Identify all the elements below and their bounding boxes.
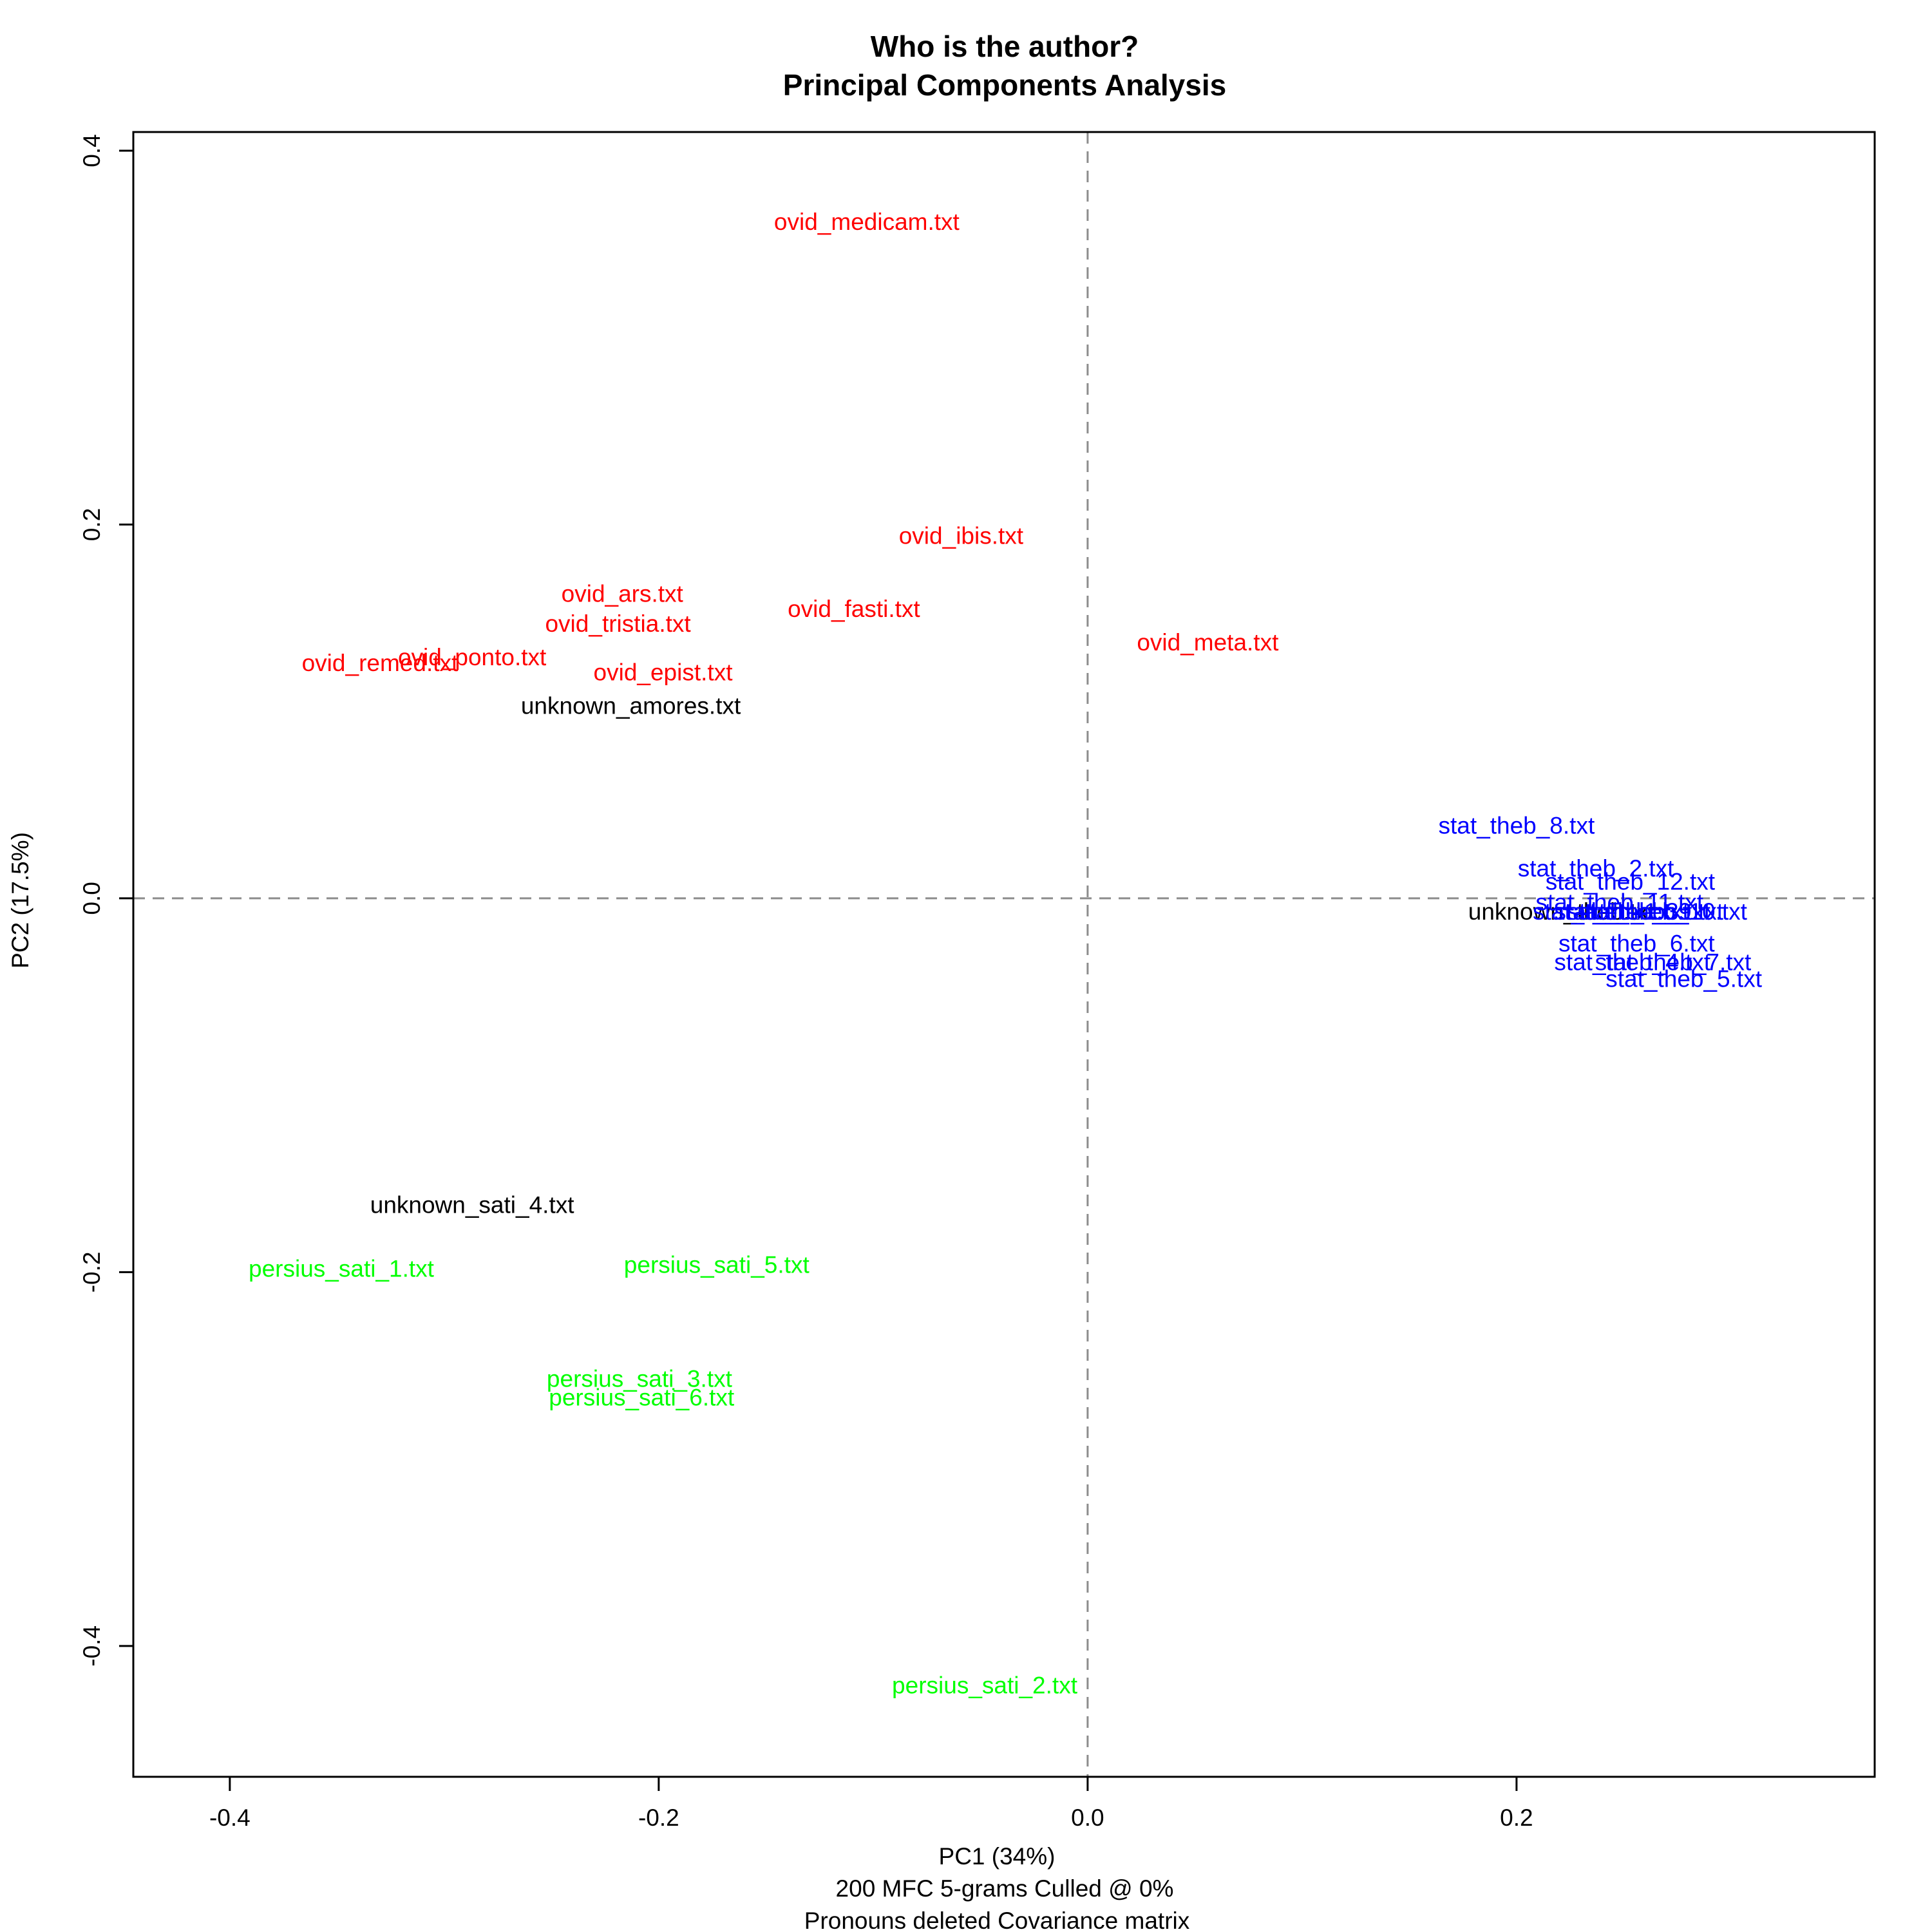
x-tick-label: 0.2 [1500,1804,1533,1831]
point-label: unknown_amores.txt [521,693,741,719]
point-label: ovid_ibis.txt [899,523,1024,549]
point-label: stat_theb_12.txt [1546,868,1716,895]
point-label: unknown_sati_4.txt [370,1192,574,1218]
point-label: stat_theb_4.txt [1554,949,1710,975]
point-label: stat_theb_7.txt [1595,949,1752,975]
y-tick-label: 0.2 [79,508,105,541]
point-label: ovid_epist.txt [594,659,734,685]
point-label: persius_sati_3.txt [547,1365,733,1392]
point-label: ovid_medicam.txt [774,209,960,235]
point-label: persius_sati_2.txt [892,1672,1078,1698]
point-label: stat_theb_8.txt [1439,812,1595,838]
point-label: stat_theb_11.txt [1535,889,1703,915]
x-tick-label: -0.2 [638,1804,679,1831]
point-label: stat_theb_9.txt [1567,898,1723,925]
point-label: stat_theb_3.txt [1554,898,1710,925]
point-label: unknown_theb.txt [1468,898,1656,925]
x-tick-label: 0.0 [1071,1804,1104,1831]
point-label: stat_theb_10.txt [1578,898,1748,925]
chart-title: Who is the author? [871,30,1139,63]
y-tick-label: 0.4 [79,134,105,167]
point-label: persius_sati_6.txt [549,1385,735,1411]
y-tick-label: 0.0 [79,882,105,914]
point-label: stat_theb_1.txt [1533,898,1689,925]
chart-subtitle: Principal Components Analysis [783,68,1226,102]
point-label: stat_theb_5.txt [1605,965,1762,992]
point-label: ovid_meta.txt [1137,629,1279,656]
y-tick-label: -0.2 [79,1252,105,1293]
point-label: ovid_remed.txt [302,650,459,676]
point-label: ovid_fasti.txt [788,596,920,622]
point-label: ovid_ars.txt [562,581,684,607]
point-label: ovid_ponto.txt [398,644,547,670]
x-tick-label: -0.4 [209,1804,251,1831]
plot-area: -0.4 -0.2 0.0 0.2 -0.4 -0.2 0.0 0.2 0.4 ovid_medi… [79,131,1876,1831]
x-axis-sublabel-1: 200 MFC 5-grams Culled @ 0% [836,1875,1174,1902]
y-axis-label: PC2 (17.5%) [7,832,33,969]
point-label: stat_theb_6.txt [1558,930,1715,956]
point-label: persius_sati_1.txt [249,1255,435,1282]
x-axis-label: PC1 (34%) [939,1843,1056,1870]
x-axis-sublabel-2: Pronouns deleted Covariance matrix [804,1908,1190,1932]
point-label: persius_sati_5.txt [624,1251,810,1278]
plot-frame [132,131,1876,1778]
point-label: stat_theb_2.txt [1518,855,1674,882]
y-tick-label: -0.4 [79,1625,105,1667]
point-label: ovid_tristia.txt [545,611,691,637]
